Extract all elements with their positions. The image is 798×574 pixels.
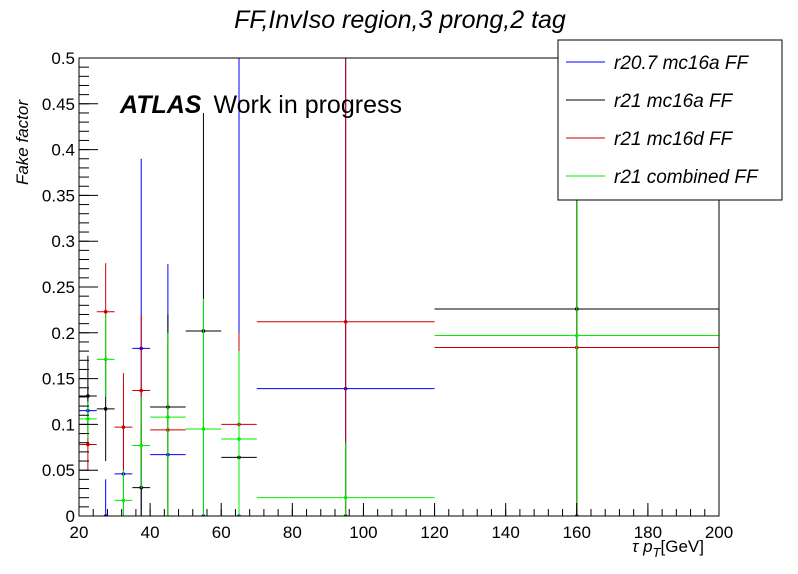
legend-box	[557, 39, 783, 201]
legend-label: r21 combined FF	[614, 167, 759, 188]
point-marker	[103, 309, 108, 314]
y-tick-label: 0.2	[51, 324, 75, 343]
x-tick-label: 180	[634, 523, 662, 542]
point-marker	[139, 443, 144, 448]
point-marker	[237, 437, 241, 441]
x-tick-label: 40	[141, 523, 160, 542]
y-tick-label: 0.4	[51, 141, 75, 160]
legend-label: r20.7 mc16a FF	[614, 53, 749, 74]
legend-entry: r20.7 mc16a FF	[566, 53, 749, 74]
y-tick-label: 0.1	[51, 415, 75, 434]
point-marker	[139, 388, 144, 393]
data-point	[185, 298, 222, 516]
legend-label: r21 mc16a FF	[614, 91, 734, 112]
work-in-progress-label: Work in progress	[213, 91, 402, 119]
x-tick-label: 100	[349, 523, 377, 542]
data-point	[256, 58, 435, 516]
point-marker	[574, 333, 579, 338]
data-point	[114, 470, 133, 516]
data-point	[256, 442, 435, 516]
y-tick-label: 0.3	[51, 232, 75, 251]
legend-label: r21 mc16d FF	[614, 129, 734, 150]
x-tick-label: 140	[491, 523, 519, 542]
x-tick-label: 120	[420, 523, 448, 542]
data-point	[114, 373, 133, 489]
x-tick-label: 200	[705, 523, 733, 542]
point-marker	[86, 417, 90, 421]
y-tick-label: 0.45	[42, 95, 75, 114]
legend-entry: r21 mc16d FF	[566, 129, 734, 150]
data-point	[79, 401, 97, 439]
point-marker	[343, 495, 348, 500]
x-tick-label: 80	[283, 523, 302, 542]
atlas-annotation: ATLAS Work in progress	[119, 91, 402, 119]
y-tick-label: 0	[66, 507, 75, 526]
y-tick-label: 0.35	[42, 186, 75, 205]
x-axis-label: τ pT[GeV]	[632, 537, 704, 560]
point-marker	[121, 425, 126, 429]
x-tick-label: 160	[563, 523, 591, 542]
point-marker	[343, 320, 348, 324]
legend-entry: r21 combined FF	[566, 167, 759, 188]
y-tick-label: 0.25	[42, 278, 75, 297]
y-axis-label: Fake factor	[13, 99, 32, 185]
point-marker	[166, 415, 170, 419]
y-tick-label: 0.05	[42, 461, 75, 480]
point-marker	[103, 407, 108, 411]
x-axis-label-unit: [GeV]	[661, 537, 704, 556]
data-point	[221, 351, 257, 516]
x-axis-label-main: τ p	[632, 537, 653, 556]
legend-entry: r21 mc16a FF	[566, 91, 734, 112]
data-point	[132, 396, 151, 489]
y-tick-label: 0.15	[42, 370, 75, 389]
legend: r20.7 mc16a FF r21 mc16a FF r21 mc16d FF r2…	[557, 39, 783, 201]
x-tick-label: 60	[212, 523, 231, 542]
chart-title: FF,InvIso region,3 prong,2 tag	[234, 6, 566, 34]
point-marker	[86, 442, 90, 447]
data-point	[96, 479, 115, 516]
y-axis: 0 0.05 0.1 0.15 0.2 0.25 0.3 0.35 0.4 0.45 0.5	[42, 49, 98, 526]
x-axis-label-subscript: T	[653, 545, 662, 560]
point-marker	[201, 427, 206, 431]
x-axis: 20 40 60 80 100 120 140 160 180 200	[70, 503, 733, 542]
point-marker	[121, 498, 126, 503]
atlas-label: ATLAS	[119, 91, 202, 119]
y-tick-label: 0.5	[51, 49, 75, 68]
data-point	[96, 314, 115, 397]
data-point	[150, 332, 186, 516]
point-marker	[103, 357, 108, 362]
x-tick-label: 20	[70, 523, 89, 542]
